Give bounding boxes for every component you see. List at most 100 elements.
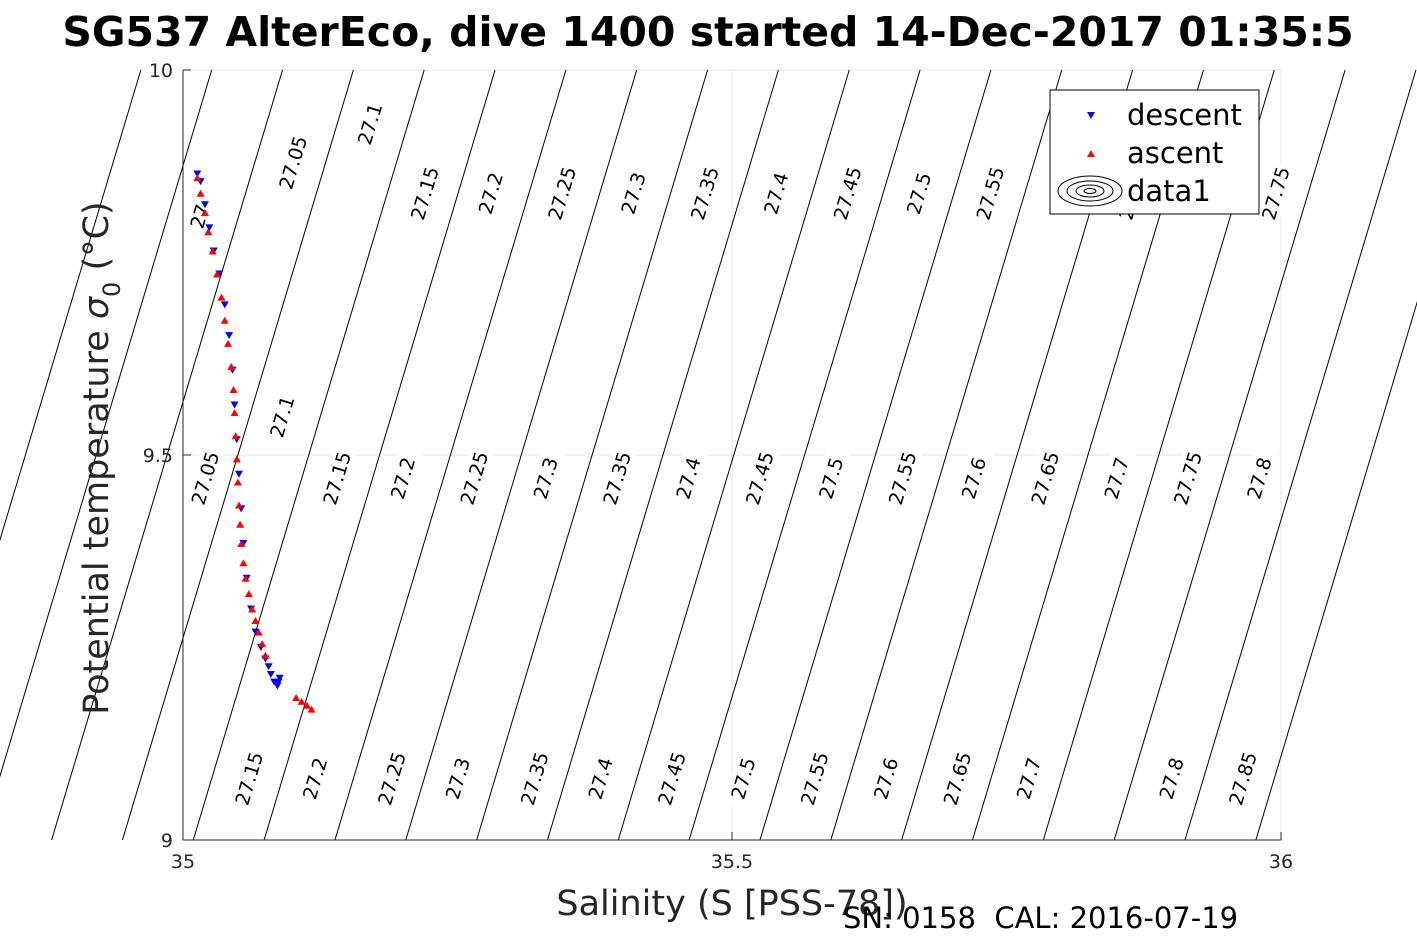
ascent-marker [204, 228, 213, 236]
ascent-marker [241, 574, 250, 582]
isopycnal-line [405, 69, 638, 841]
descent-marker [274, 678, 283, 686]
isopycnal-label-bg [514, 746, 555, 811]
isopycnal-label-bg [525, 445, 566, 511]
ascent-marker [224, 339, 233, 347]
ascent-marker [248, 605, 257, 613]
y-axis-label: Potential temperature σ0 (°C) [77, 201, 126, 714]
ascent-marker [254, 628, 263, 636]
isopycnal-label-bg [827, 161, 868, 226]
ascent-marker [227, 362, 236, 370]
ascent-marker [230, 409, 239, 417]
isopycnal-label-bg [541, 161, 582, 226]
isopycnal-label-bg [739, 445, 780, 511]
ascent-marker [208, 247, 217, 255]
x-tick-label: 35 [171, 851, 195, 873]
legend-descent-label: descent [1127, 98, 1242, 132]
y-axis-label-main: Potential temperature [77, 319, 117, 715]
descent-marker [266, 670, 275, 678]
isopycnal-label-bg [404, 161, 445, 226]
descent-marker [205, 224, 214, 232]
x-tick-label: 36 [1269, 851, 1293, 873]
x-axis-label: Salinity (S [PSS-78]) [556, 884, 907, 924]
isopycnal-line [830, 69, 1063, 841]
y-tick-label: 10 [149, 60, 173, 82]
legend-descent-marker [1087, 112, 1095, 119]
ascent-marker [234, 501, 243, 509]
isopycnal-label-bg [228, 746, 269, 811]
y-tick-label: 9 [161, 830, 173, 852]
ascent-marker [244, 590, 253, 598]
isopycnal-line [1255, 300, 1417, 841]
isopycnal-label-bg [437, 746, 478, 811]
ascent-marker [196, 189, 205, 197]
y-axis-label-sigma: σ [77, 295, 117, 319]
isopycnal-line [476, 69, 709, 841]
isopycnal-label-bg [1238, 445, 1280, 511]
descent-marker [273, 682, 282, 690]
descent-marker [251, 628, 260, 636]
ascent-marker [220, 316, 229, 324]
legend-ascent-marker [1087, 150, 1095, 157]
y-axis-label-unit: (°C) [77, 201, 117, 281]
legend-contour-icon [1057, 175, 1123, 207]
ascent-marker [237, 540, 246, 548]
isopycnal-label-bg [596, 445, 637, 511]
footer-serial-cal: SN: 0158 CAL: 2016-07-19 [843, 901, 1238, 935]
isopycnal-label-bg [865, 746, 906, 811]
isopycnal-line [688, 69, 921, 841]
isopycnal-label-bg [1024, 445, 1066, 511]
isopycnal-label-bg [453, 445, 495, 511]
ascent-marker [307, 705, 316, 713]
ascent-marker [213, 270, 222, 278]
ascent-marker [258, 640, 267, 648]
isopycnal-label-bg [898, 161, 939, 226]
isopycnal-label-bg [470, 161, 511, 226]
isopycnal-line [0, 69, 142, 542]
isopycnal-label-bg [1167, 445, 1208, 511]
isopycnal-label-bg [969, 161, 1011, 226]
isopycnal-label-bg [382, 445, 423, 511]
isopycnal-line [51, 69, 284, 841]
isopycnal-line [546, 69, 779, 841]
ascent-marker [200, 208, 209, 216]
ascent-marker [239, 559, 248, 567]
isopycnal-line [617, 69, 850, 841]
isopycnal-label-bg [953, 445, 994, 511]
legend-ascent-label: ascent [1127, 136, 1223, 170]
ascent-marker [292, 694, 301, 702]
descent-marker [275, 674, 284, 682]
chart-title: SG537 AlterEco, dive 1400 started 14-Dec… [62, 8, 1353, 56]
isopycnal-label-bg [294, 746, 335, 811]
data-series [193, 170, 316, 713]
descent-marker [193, 170, 202, 178]
y-tick-label: 9.5 [143, 445, 173, 467]
isopycnal-label-bg [651, 746, 692, 811]
x-tick-label: 35.5 [711, 851, 753, 873]
ascent-marker [303, 701, 312, 709]
isopycnal-label-bg [667, 445, 709, 511]
series-ascent [193, 174, 316, 713]
ascent-marker [232, 455, 241, 463]
y-tick-labels: 9 9.5 10 [143, 60, 191, 852]
ascent-marker [261, 651, 270, 659]
ascent-marker [251, 617, 260, 625]
ascent-marker [193, 174, 202, 182]
isopycnal-label-bg [684, 161, 725, 226]
isopycnal-label-bg [272, 130, 313, 195]
isopycnal-label-bg [261, 384, 302, 449]
isopycnal-label-bg [613, 161, 654, 226]
isopycnal-label-bg [882, 445, 923, 511]
isopycnal-label-bg [722, 746, 764, 811]
isopycnal-line [0, 69, 213, 778]
ascent-marker [231, 432, 240, 440]
descent-marker [220, 301, 229, 309]
isopycnal-label-bg [1008, 746, 1049, 811]
isopycnal-label-bg [1151, 746, 1192, 811]
isopycnal-label-bg [1096, 445, 1137, 511]
isopycnal-line [334, 69, 567, 841]
isopycnal-contours [0, 69, 1417, 841]
ascent-marker [236, 520, 245, 528]
legend-data1-label: data1 [1127, 174, 1211, 208]
isopycnal-label-bg [794, 746, 835, 811]
